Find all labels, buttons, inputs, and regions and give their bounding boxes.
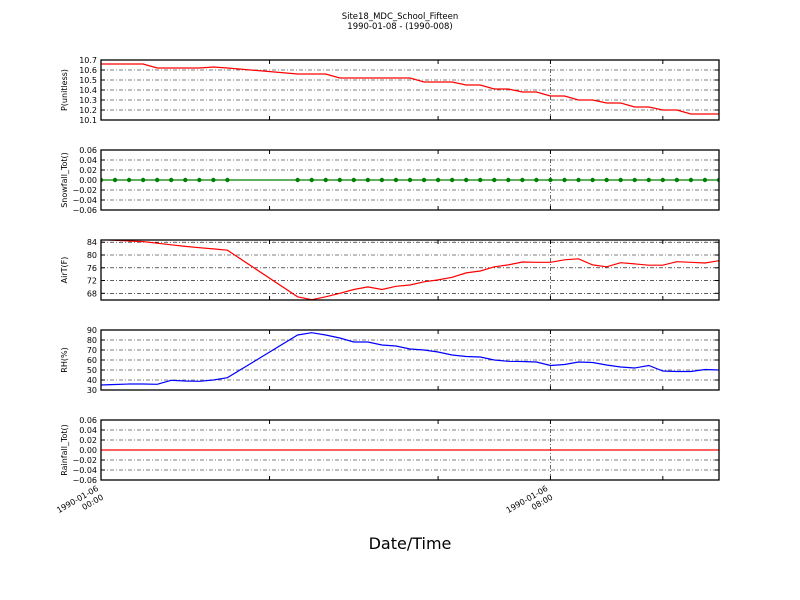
data-point <box>548 177 553 183</box>
axes-frame <box>100 419 720 481</box>
y-tick-label: −0.06 <box>72 206 97 215</box>
data-point <box>225 177 230 183</box>
y-tick-label: 0.06 <box>79 416 97 425</box>
panel-2: −0.06−0.04−0.020.000.020.040.06 Snowfall_… <box>60 146 720 215</box>
data-point <box>154 177 160 183</box>
data-point <box>323 177 328 183</box>
y-axis-label: Snowfall_Tot() <box>60 152 69 208</box>
y-tick-label: 10.5 <box>79 76 97 85</box>
data-point <box>211 177 216 183</box>
y-tick-label: 60 <box>87 356 97 365</box>
title-text: Site18_MDC_School_Fifteen <box>341 12 459 22</box>
data-point <box>112 177 118 183</box>
data-point <box>407 177 413 183</box>
data-point <box>365 177 371 183</box>
panel-5: −0.06−0.04−0.020.000.020.040.06 Rainfall_… <box>60 416 720 485</box>
data-point <box>618 177 623 183</box>
data-point <box>309 177 314 183</box>
y-tick-label: 0.04 <box>79 156 97 165</box>
y-axis-label: Rainfall_Tot() <box>60 424 69 476</box>
axes-frame <box>100 149 720 211</box>
y-tick-label: 0.06 <box>79 146 97 155</box>
data-point <box>562 177 567 183</box>
y-tick-label: 68 <box>87 289 97 298</box>
data-point <box>140 177 146 183</box>
data-point <box>463 177 469 183</box>
axes-frame <box>100 59 720 121</box>
subtitle-text: 1990-01-08 - (1990-008) <box>347 22 453 32</box>
y-axis-label: P(unitless) <box>60 69 69 111</box>
y-tick-label: −0.04 <box>72 466 97 475</box>
data-point <box>492 177 497 183</box>
y-tick-label: 90 <box>87 326 97 335</box>
data-point <box>576 177 581 183</box>
y-tick-label: 0.02 <box>79 166 97 175</box>
data-point <box>590 177 595 183</box>
y-tick-label: 0.02 <box>79 436 97 445</box>
y-tick-label: 80 <box>87 251 97 260</box>
y-tick-label: 10.7 <box>79 56 97 65</box>
data-point <box>660 177 666 183</box>
data-point <box>337 177 342 183</box>
y-tick-label: 10.4 <box>79 86 97 95</box>
panel-3: 68 72 76 80 84 AirT(F) <box>60 238 720 301</box>
y-tick-label: 50 <box>87 366 97 375</box>
y-tick-label: 80 <box>87 336 97 345</box>
y-tick-label: 10.1 <box>79 116 97 125</box>
x-axis-label: Date/Time <box>368 534 452 553</box>
data-point <box>169 177 174 183</box>
data-point <box>604 177 609 183</box>
series-line <box>101 332 719 386</box>
series-line <box>101 240 719 300</box>
y-tick-label: −0.04 <box>72 196 97 205</box>
chart-title: Site18_MDC_School_Fifteen 1990-01-08 - (… <box>0 12 800 32</box>
y-tick-label: 0.04 <box>79 426 97 435</box>
data-point <box>197 177 202 183</box>
y-tick-label: −0.06 <box>72 476 97 485</box>
y-tick-label: 70 <box>87 346 97 355</box>
data-point <box>295 177 300 183</box>
data-point <box>379 177 385 183</box>
data-point <box>351 177 357 183</box>
data-point <box>534 177 539 183</box>
axes-frame <box>100 239 720 301</box>
y-tick-label: 84 <box>87 238 97 247</box>
data-point <box>393 177 399 183</box>
panel-1: 10.110.210.310.410.510.610.7 P(unitless) <box>60 56 720 125</box>
y-axis-label: AirT(F) <box>60 257 69 284</box>
data-point <box>688 177 694 183</box>
y-tick-label: −0.02 <box>72 456 97 465</box>
data-point <box>506 177 511 183</box>
y-tick-label: −0.02 <box>72 186 97 195</box>
data-point <box>126 177 132 183</box>
data-point <box>646 177 651 183</box>
data-point <box>674 177 680 183</box>
data-point <box>435 177 441 183</box>
y-tick-label: 40 <box>87 376 97 385</box>
data-point <box>478 177 483 183</box>
data-point <box>421 177 427 183</box>
y-tick-label: 0.00 <box>79 446 97 455</box>
y-tick-label: 10.6 <box>79 66 97 75</box>
axes-frame <box>100 329 720 391</box>
data-point <box>520 177 525 183</box>
y-tick-label: 72 <box>87 277 97 286</box>
y-axis-label: RH(%) <box>60 347 69 372</box>
y-tick-label: 10.2 <box>79 106 97 115</box>
data-point <box>449 177 455 183</box>
data-point <box>183 177 188 183</box>
y-tick-label: 10.3 <box>79 96 97 105</box>
data-point <box>632 177 637 183</box>
y-tick-label: 30 <box>87 386 97 395</box>
y-tick-label: 0.00 <box>79 176 97 185</box>
y-tick-label: 76 <box>87 264 97 273</box>
data-point <box>702 177 708 183</box>
series-line <box>101 63 719 115</box>
